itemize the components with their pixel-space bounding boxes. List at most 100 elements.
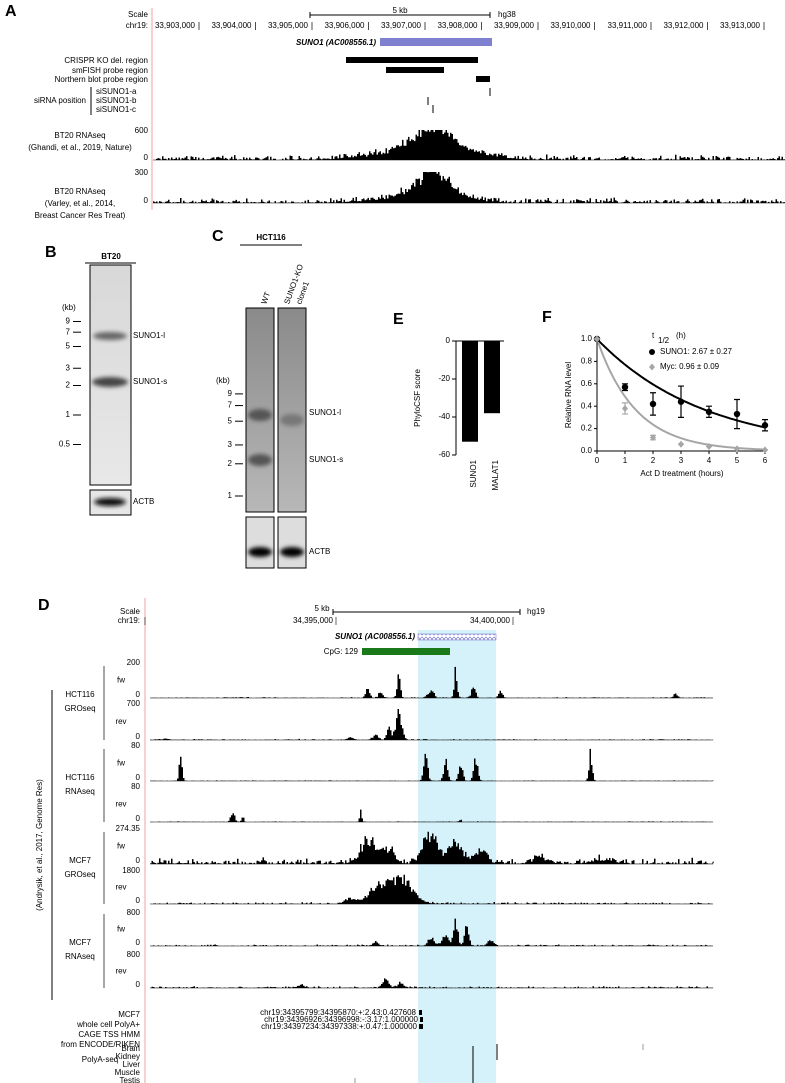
group-label: MCF7 [69,938,91,947]
cell-line-label: HCT116 [256,233,286,242]
unit-label: (kb) [62,303,76,312]
track-min: 0 [136,938,141,947]
strand-label: rev [115,800,126,809]
ladder-label: 1 [228,491,233,500]
chrom-label: chr19: [126,21,148,30]
cage-mark [419,1024,423,1029]
band-label: SUNO1-s [309,455,343,464]
band [280,414,304,426]
band [248,409,272,421]
x-tick-label: 4 [707,456,712,465]
x-tick-label: 5 [735,456,740,465]
ladder-label: 0.5 [59,440,71,449]
cpg-bar [362,648,450,655]
bar [484,341,500,414]
cage-entry: chr19:34396926:34396998:-:3.17:1.000000 [264,1015,418,1024]
band [92,377,128,387]
region-bar [346,57,478,63]
track-max: 200 [127,658,141,667]
tissue-label: Muscle [115,1068,141,1077]
ladder-label: 9 [228,389,233,398]
track-max: 274.35 [116,824,141,833]
x-tick-label: MALAT1 [491,459,500,490]
x-tick-label: 0 [595,456,600,465]
band [248,547,272,557]
gene-bar [417,633,497,641]
track-max: 80 [131,741,140,750]
panel-label: A [5,3,17,20]
coordinate: 34,395,000 [293,616,334,625]
point [650,434,656,442]
coordinate: 33,906,000 [324,21,365,30]
point [678,440,684,448]
strand-label: fw [117,759,125,768]
strand-label: fw [117,925,125,934]
strand-label: rev [115,967,126,976]
cage-mark [420,1017,423,1022]
track-max: 80 [131,782,140,791]
sample-label: BT20 [101,252,121,261]
cage-label: CAGE TSS HMM [78,1030,140,1039]
sirna-label: siSUNO1-a [96,87,137,96]
strand-label: fw [117,842,125,851]
coordinate: 33,908,000 [437,21,478,30]
track-max: 800 [127,950,141,959]
coordinate: 33,910,000 [550,21,591,30]
assembly-label: hg38 [498,10,516,19]
y-tick-label: -40 [438,412,450,421]
group-label: HCT116 [65,773,95,782]
cage-label: from ENCODE/RIKEN [61,1040,140,1049]
track-label: (Varley, et al., 2014, [45,199,115,208]
ladder-label: 2 [66,381,71,390]
gene-name: SUNO1 (AC008556.1) [296,38,376,47]
coordinate: 33,911,000 [608,21,648,30]
tissue-label: Kidney [116,1052,140,1061]
group-label: HCT116 [65,690,95,699]
scale-label: Scale [120,607,141,616]
y-tick-label: -20 [438,374,450,383]
legend-title: 1/2 [658,336,670,345]
cage-label: MCF7 [118,1010,140,1019]
track-min: 0 [136,856,141,865]
track-min: 0 [136,773,141,782]
region-label: Northern blot probe region [55,75,148,84]
gene-bar [380,38,492,46]
point [621,383,629,391]
gel [277,307,307,513]
signal-track [150,918,714,946]
point [761,422,769,429]
ladder-label: 9 [66,317,71,326]
coordinate: 33,913,000 [720,21,761,30]
strand-label: rev [115,883,126,892]
panel-label: C [212,228,224,245]
track-label: BT20 RNAseq [54,187,105,196]
gene-name: SUNO1 (AC008556.1) [335,632,415,641]
x-tick-label: 1 [623,456,628,465]
polya-label: PolyA-seq [82,1055,118,1064]
point [677,398,685,405]
coordinate: 33,909,000 [494,21,535,30]
group-label: RNAseq [65,952,95,961]
ladder-label: 5 [66,342,71,351]
track-min: 0 [136,814,141,823]
coordinate: 34,400,000 [470,616,511,625]
cpg-label: CpG: 129 [324,647,359,656]
x-axis-label: Act D treatment (hours) [640,469,723,478]
track-min: 0 [136,980,141,989]
band-label: ACTB [309,547,330,556]
gel [245,516,275,569]
ladder-label: 2 [228,459,233,468]
ladder-label: 7 [228,401,233,410]
ladder-label: 3 [66,363,71,372]
track-min: 0 [144,153,149,162]
band [94,498,126,506]
x-tick-label: 6 [763,456,768,465]
group-label: RNAseq [65,787,95,796]
tissue-label: Testis [120,1076,140,1083]
gel [277,516,307,569]
y-tick-label: 1.0 [581,334,593,343]
group-label: GROseq [64,704,95,713]
legend-label: SUNO1: 2.67 ± 0.27 [660,347,733,356]
panel-label: E [393,311,404,328]
signal-track [150,666,714,698]
